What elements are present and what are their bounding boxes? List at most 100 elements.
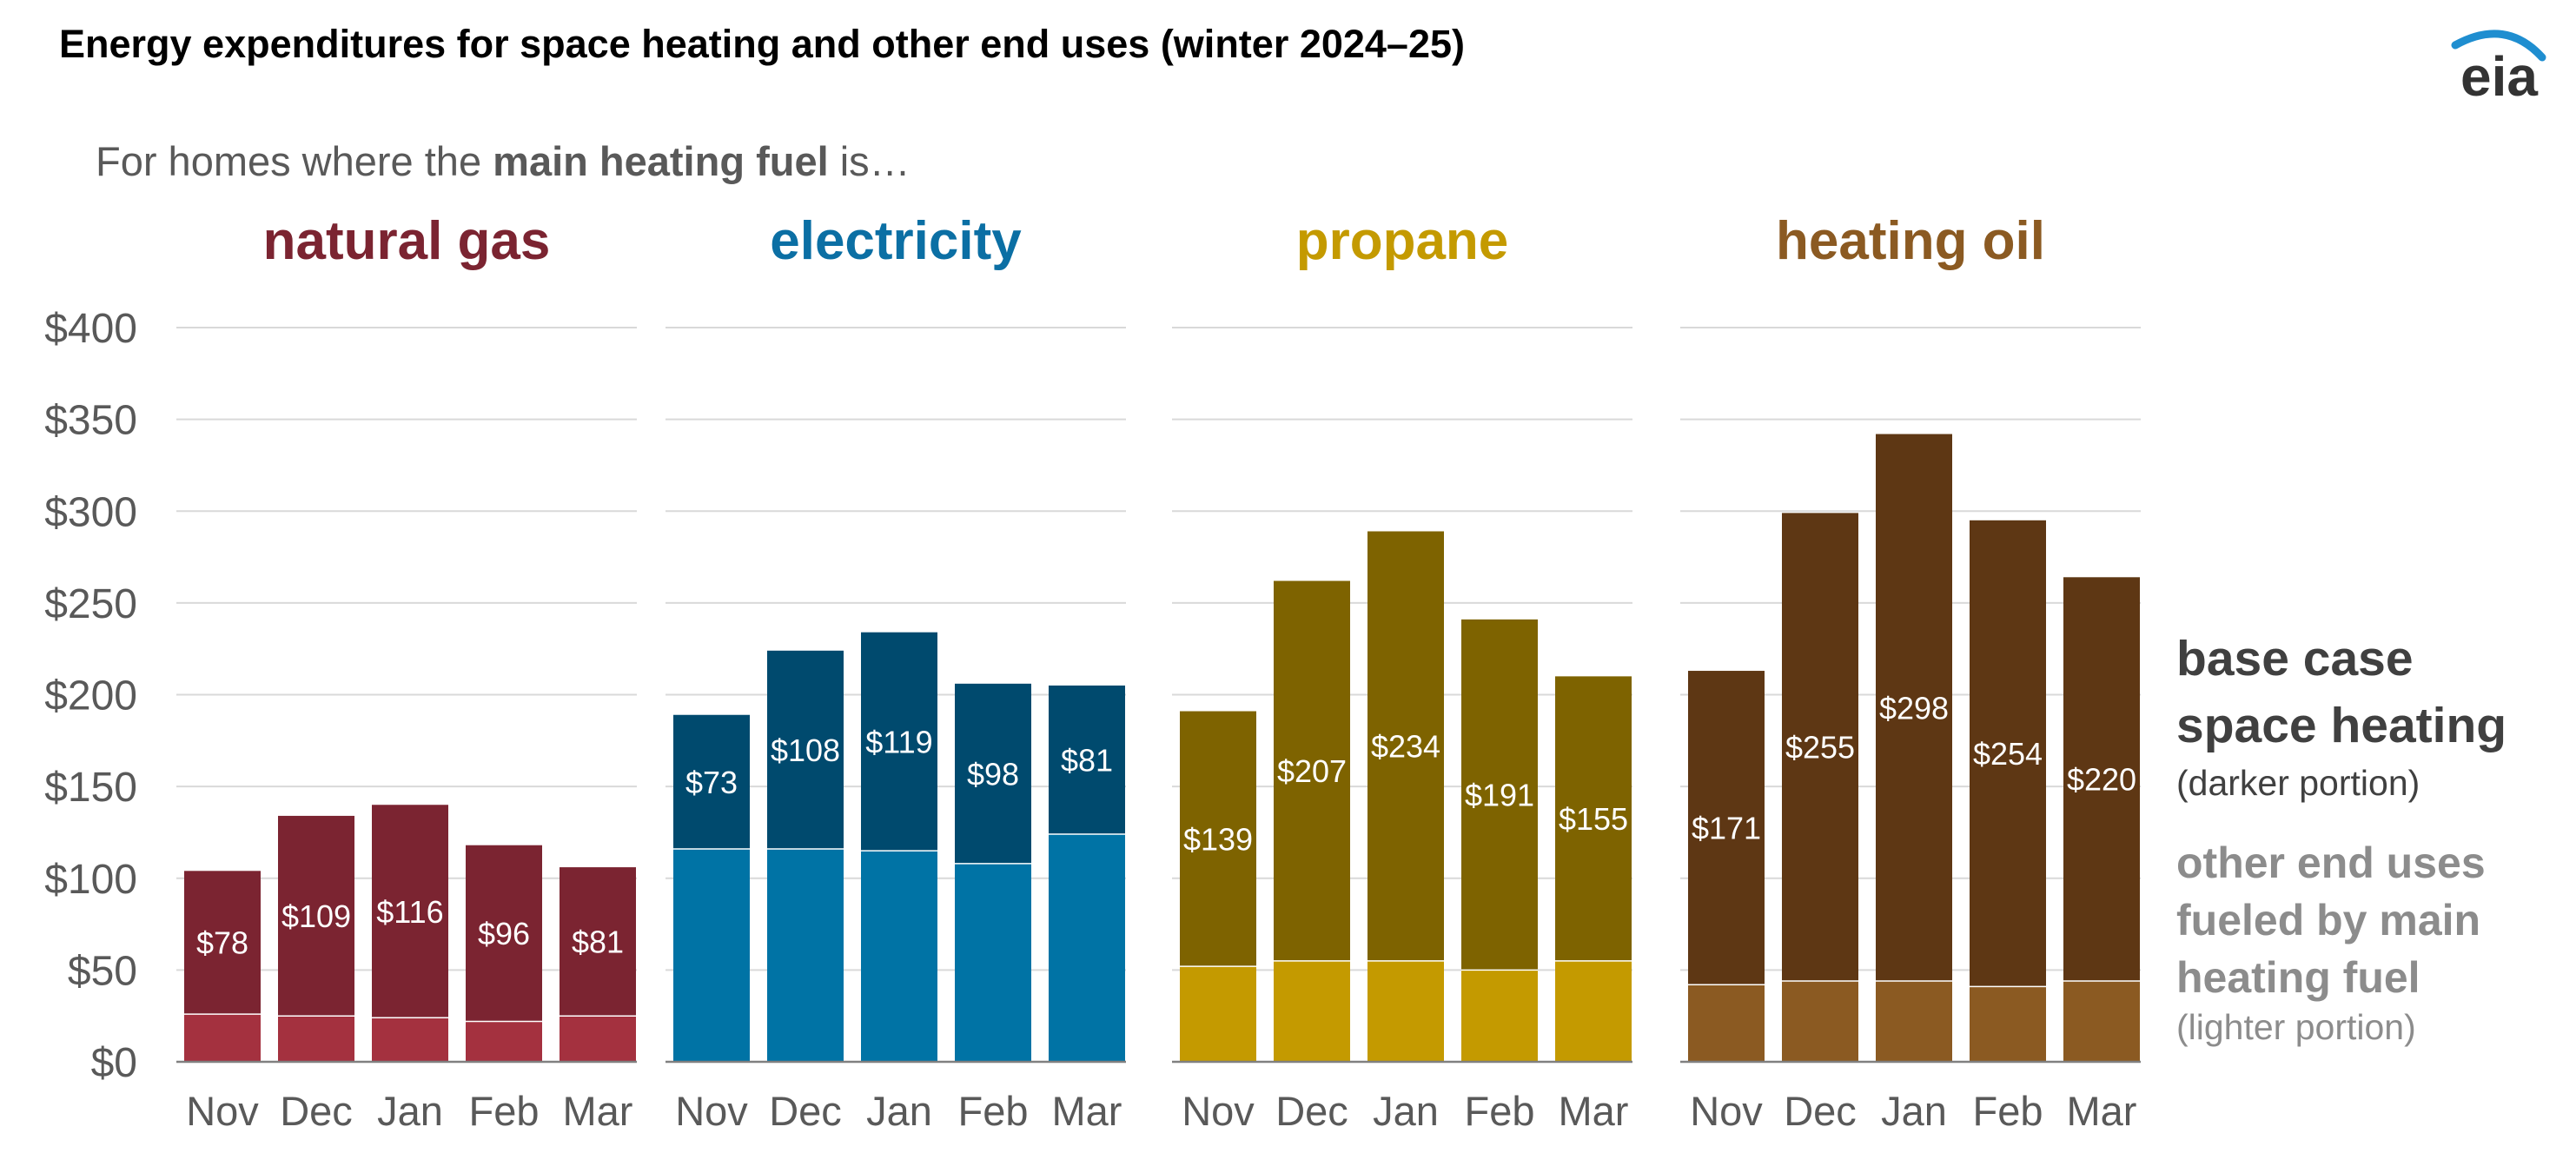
bar-space-heating (184, 871, 261, 1015)
data-label: $81 (1061, 742, 1113, 778)
bar-other-end-uses (1274, 960, 1350, 1062)
y-tick-label: $100 (44, 857, 137, 903)
panel-propane: propane $139 Nov $207 Dec $234 Jan $191 Feb $155 M… (1172, 211, 1632, 1134)
data-label: $139 (1183, 821, 1253, 857)
y-tick-label: $400 (44, 306, 137, 352)
y-tick-label: $50 (68, 948, 137, 994)
bar-other-end-uses (1970, 986, 2046, 1062)
panel-title: natural gas (263, 211, 551, 271)
bar-other-end-uses (1367, 960, 1444, 1062)
bar-other-end-uses (861, 851, 937, 1062)
bar-other-end-uses (1876, 981, 1952, 1062)
eia-logo-text: eia (2460, 45, 2538, 108)
data-label: $119 (865, 724, 932, 759)
bar-other-end-uses (278, 1016, 354, 1062)
bar-other-end-uses (1049, 834, 1125, 1062)
data-label: $81 (572, 925, 624, 960)
data-label: $73 (685, 765, 738, 800)
panel-heating-oil: heating oil $171 Nov $255 Dec $298 Jan $254 Feb $… (1680, 211, 2141, 1134)
data-label: $78 (196, 925, 248, 961)
bar-space-heating (1180, 711, 1256, 967)
x-tick-label: Nov (675, 1088, 748, 1134)
bar-other-end-uses (1180, 966, 1256, 1062)
legend-base-case-note: (darker portion) (2176, 763, 2420, 803)
bar-space-heating (1274, 580, 1350, 961)
data-label: $155 (1559, 801, 1628, 837)
bar-space-heating (1049, 685, 1125, 835)
x-tick-label: Jan (1881, 1088, 1947, 1134)
bar-space-heating (1688, 671, 1765, 985)
bar-other-end-uses (1461, 970, 1538, 1062)
data-label: $220 (2067, 762, 2136, 798)
x-tick-label: Mar (2067, 1088, 2137, 1134)
legend-other-note: (lighter portion) (2176, 1007, 2416, 1047)
y-tick-label: $250 (44, 581, 137, 627)
x-tick-label: Dec (280, 1088, 353, 1134)
bar-space-heating (861, 632, 937, 852)
bar-other-end-uses (1688, 984, 1765, 1062)
bar-space-heating (372, 805, 448, 1018)
x-tick-label: Nov (1182, 1088, 1255, 1134)
eia-swoosh-icon (2451, 30, 2546, 62)
data-label: $96 (478, 916, 530, 951)
panel-electricity: electricity $73 Nov $108 Dec $119 Jan $98 Feb $81… (666, 211, 1126, 1134)
bar-other-end-uses (372, 1017, 448, 1062)
eia-logo: eia (2451, 30, 2546, 108)
bar-space-heating (767, 650, 844, 849)
data-label: $171 (1692, 811, 1761, 846)
bar-space-heating (955, 683, 1031, 864)
subtitle-prefix: For homes where the (96, 138, 493, 184)
data-label: $234 (1371, 729, 1440, 765)
bar-other-end-uses (466, 1021, 542, 1062)
panel-title: electricity (770, 211, 1022, 271)
panel-natural-gas: natural gas $78 Nov $109 Dec $116 Jan $96 Feb $81… (176, 211, 637, 1134)
data-label: $108 (771, 732, 840, 768)
y-tick-label: $300 (44, 489, 137, 535)
data-label: $98 (967, 756, 1019, 792)
x-tick-label: Jan (377, 1088, 443, 1134)
bar-space-heating (1555, 676, 1632, 961)
data-label: $298 (1879, 690, 1949, 726)
legend: base case space heating (darker portion)… (2176, 631, 2506, 1047)
chart-subtitle: For homes where the main heating fuel is… (96, 138, 911, 184)
panel-title: propane (1296, 211, 1509, 271)
subtitle-suffix: is… (829, 138, 911, 184)
x-tick-label: Nov (186, 1088, 259, 1134)
x-tick-label: Feb (1465, 1088, 1535, 1134)
legend-other-line3: heating fuel (2176, 953, 2420, 1002)
x-tick-label: Feb (469, 1088, 540, 1134)
bar-space-heating (1970, 520, 2046, 987)
x-tick-label: Dec (1275, 1088, 1348, 1134)
x-tick-label: Feb (958, 1088, 1029, 1134)
x-tick-label: Nov (1690, 1088, 1763, 1134)
data-label: $109 (281, 898, 351, 934)
bar-space-heating (278, 815, 354, 1017)
x-tick-label: Mar (563, 1088, 633, 1134)
bar-space-heating (466, 845, 542, 1022)
bar-other-end-uses (955, 863, 1031, 1062)
x-tick-label: Feb (1973, 1088, 2043, 1134)
x-tick-label: Jan (866, 1088, 932, 1134)
bar-space-heating (1876, 434, 1952, 982)
bar-other-end-uses (2063, 981, 2140, 1062)
bar-space-heating (673, 714, 750, 849)
x-tick-label: Dec (769, 1088, 842, 1134)
y-tick-label: $200 (44, 673, 137, 719)
data-label: $191 (1465, 778, 1534, 813)
x-tick-label: Mar (1559, 1088, 1629, 1134)
y-tick-label: $350 (44, 398, 137, 444)
bar-space-heating (1461, 619, 1538, 971)
legend-base-case-line2: space heating (2176, 698, 2506, 753)
data-label: $207 (1277, 753, 1347, 789)
bar-space-heating (560, 867, 636, 1017)
y-tick-label: $0 (91, 1040, 137, 1086)
chart-title: Energy expenditures for space heating an… (59, 22, 1465, 66)
panel-title: heating oil (1776, 211, 2045, 271)
y-tick-label: $150 (44, 765, 137, 811)
bar-other-end-uses (673, 848, 750, 1062)
x-tick-label: Dec (1784, 1088, 1857, 1134)
data-label: $255 (1785, 730, 1855, 766)
data-label: $254 (1973, 736, 2043, 772)
subtitle-bold: main heating fuel (493, 138, 829, 184)
